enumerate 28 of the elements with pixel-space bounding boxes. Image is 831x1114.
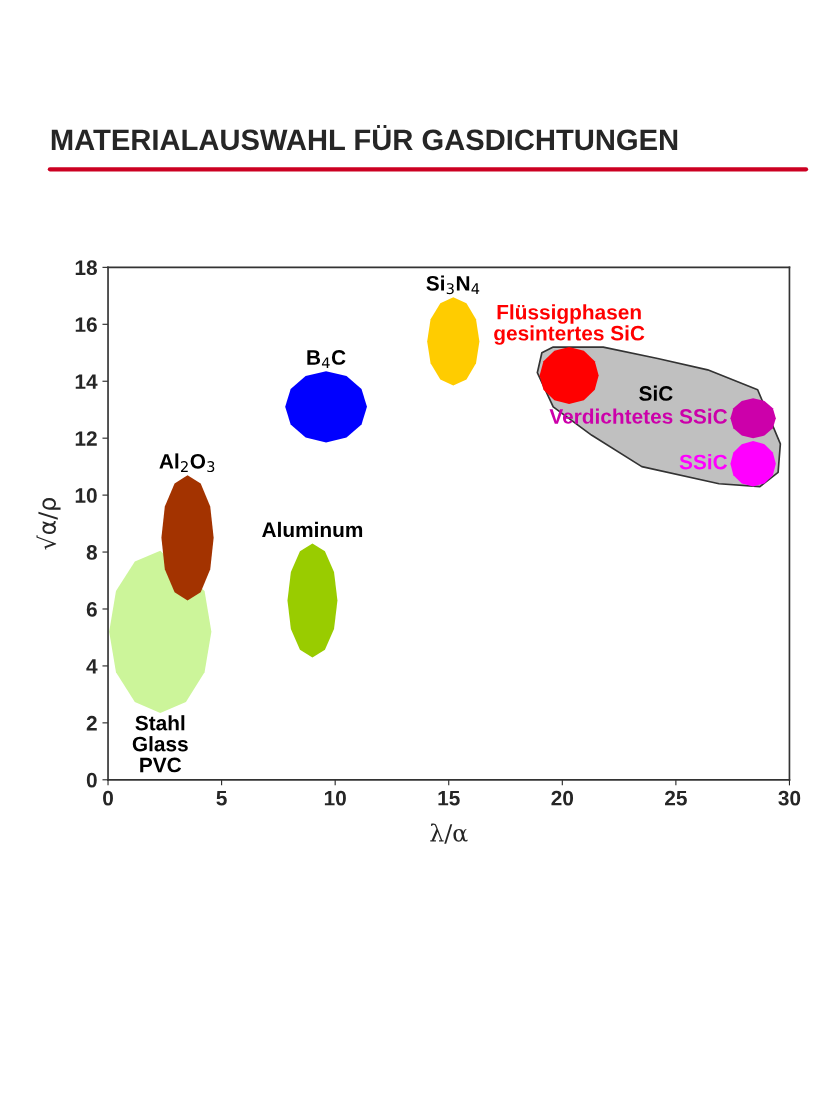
x-axis-title: λ/α (430, 823, 468, 844)
x-tick-label: 15 (438, 790, 460, 806)
y-tick-label: 16 (75, 317, 97, 333)
y-tick-label: 6 (86, 601, 97, 617)
y-tick-label: 2 (86, 715, 97, 731)
y-tick-label: 18 (75, 260, 97, 276)
x-tick-label: 10 (324, 790, 346, 806)
series-label: SiC (639, 385, 673, 401)
y-tick-label: 8 (86, 545, 97, 560)
x-tick-label: 5 (216, 790, 227, 806)
series-label: Si$_{3}$N$_{4}$ (426, 275, 480, 295)
y-tick-label: 14 (75, 374, 98, 389)
y-tick-label: 12 (75, 431, 97, 446)
y-tick-label: 4 (86, 659, 98, 674)
series-label: Aluminum (262, 521, 363, 538)
series-label: Stahl Glass PVC (132, 715, 188, 773)
series-label: Al$_{2}$O$_{3}$ (159, 453, 215, 473)
x-tick-label: 30 (778, 790, 801, 806)
x-tick-label: 20 (551, 790, 574, 806)
y-tick-label: 0 (86, 772, 97, 788)
x-tick-label: 0 (103, 790, 113, 806)
series-label: B$_{4}$C (307, 350, 346, 369)
series-label: SSiC (679, 454, 728, 470)
y-tick-label: 10 (75, 488, 97, 503)
series-label: Flüssigphasen gesintertes SiC (494, 304, 645, 345)
y-axis-title: √α/ρ (36, 498, 61, 550)
chart-title: MATERIALAUSWAHL FÜR GASDICHTUNGEN (51, 125, 678, 151)
x-tick-label: 25 (665, 790, 687, 806)
